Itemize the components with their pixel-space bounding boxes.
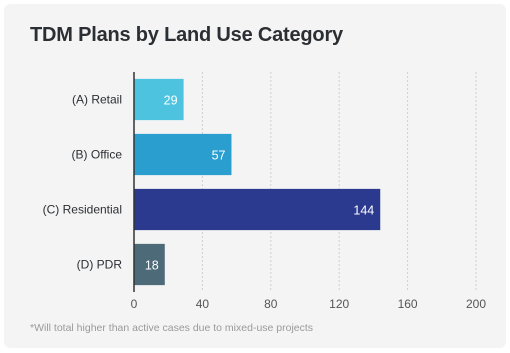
x-tick-label: 120 [329, 297, 349, 311]
footnote: *Will total higher than active cases due… [30, 322, 314, 334]
category-label: (B) Office [72, 148, 123, 162]
category-label: (D) PDR [77, 258, 123, 272]
x-tick-label: 40 [196, 297, 210, 311]
bar-4 [134, 243, 165, 286]
chart-title: TDM Plans by Land Use Category [30, 24, 343, 46]
bar-1 [134, 78, 184, 121]
value-label: 29 [164, 94, 178, 108]
category-label: (A) Retail [72, 93, 122, 107]
x-tick-label: 80 [264, 297, 278, 311]
bar-3 [134, 188, 381, 231]
gridlines [201, 72, 477, 292]
chart-card [4, 4, 506, 348]
labels: 0 40 80 120 160 200 (A) Retail 29 (B) Office 57 (C… [43, 93, 487, 312]
x-tick-label: 0 [131, 297, 138, 311]
value-label: 18 [145, 259, 159, 273]
bar-2 [134, 133, 232, 176]
bars [134, 78, 381, 286]
x-tick-label: 160 [398, 297, 418, 311]
value-label: 144 [353, 204, 374, 218]
category-label: (C) Residential [43, 203, 122, 217]
x-tick-label: 200 [466, 297, 486, 311]
value-label: 57 [212, 149, 226, 163]
